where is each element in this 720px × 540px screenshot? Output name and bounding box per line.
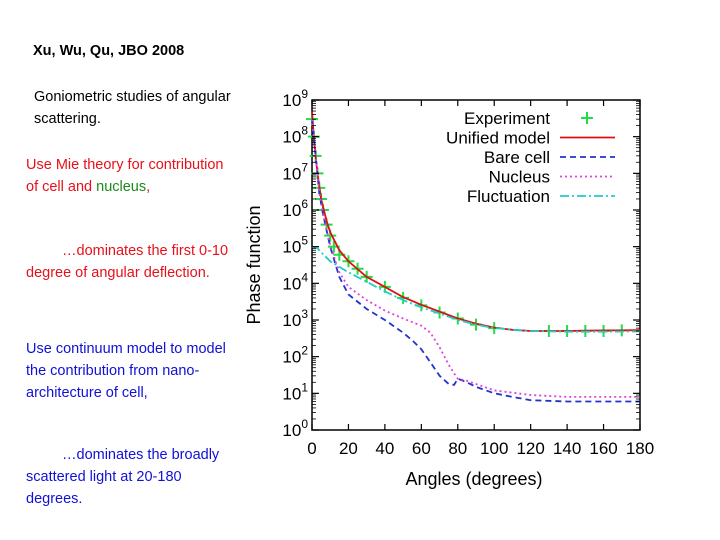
x-tick-label: 80 bbox=[448, 439, 467, 458]
legend-swatch-experiment bbox=[581, 112, 593, 124]
phase-function-chart: 0 20 40 60 80 100 120 140 160 180 100 101 102 103 104 1… bbox=[244, 88, 654, 489]
x-tick-label: 40 bbox=[375, 439, 394, 458]
y-tick-label: 106 bbox=[282, 197, 308, 220]
y-tick-label: 109 bbox=[282, 88, 308, 110]
x-tick-label: 120 bbox=[516, 439, 544, 458]
slide-title: Xu, Wu, Qu, JBO 2008 bbox=[33, 43, 185, 59]
mie-suffix: , bbox=[146, 179, 151, 195]
legend-label-nucleus: Nucleus bbox=[489, 168, 550, 187]
series-line-nucleus bbox=[311, 119, 640, 398]
y-tick-label: 102 bbox=[282, 344, 308, 367]
series-line-fluctuation bbox=[311, 245, 641, 333]
continuum-dominates-text: …dominates the broadly scattered light a… bbox=[26, 447, 220, 507]
legend-label-unified-model: Unified model bbox=[446, 129, 550, 148]
mie-theory-text: Use Mie theory for contribution of cell … bbox=[26, 154, 236, 198]
x-tick-label: 140 bbox=[553, 439, 581, 458]
x-tick-label: 160 bbox=[589, 439, 617, 458]
legend-label-fluctuation: Fluctuation bbox=[467, 187, 550, 206]
y-tick-label: 107 bbox=[282, 160, 308, 183]
legend-label-bare-cell: Bare cell bbox=[484, 148, 550, 167]
y-tick-label: 103 bbox=[282, 307, 308, 330]
y-tick-label: 108 bbox=[282, 124, 308, 147]
x-tick-label: 180 bbox=[626, 439, 654, 458]
series-line-bare-cell bbox=[311, 119, 640, 403]
plot-frame bbox=[311, 99, 641, 431]
mie-dominates-text: …dominates the first 0-10 degree of angu… bbox=[26, 243, 229, 281]
y-tick-label: 101 bbox=[282, 380, 308, 403]
y-tick-label: 105 bbox=[282, 234, 308, 257]
legend-label-experiment: Experiment bbox=[464, 109, 550, 128]
intro-text: Goniometric studies of angular scatterin… bbox=[34, 89, 231, 127]
mie-nucleus-word: nucleus bbox=[96, 179, 147, 195]
y-axis-label: Phase function bbox=[244, 205, 264, 324]
mie-prefix: Use Mie theory for contribution of cell … bbox=[26, 157, 224, 195]
x-tick-label: 0 bbox=[307, 439, 316, 458]
continuum-model-text: Use continuum model to model the contrib… bbox=[26, 341, 226, 401]
y-tick-label: 100 bbox=[282, 417, 308, 440]
x-tick-label: 20 bbox=[339, 439, 358, 458]
x-axis-label: Angles (degrees) bbox=[405, 469, 542, 489]
y-tick-label: 104 bbox=[282, 270, 308, 293]
x-tick-label: 100 bbox=[480, 439, 508, 458]
x-tick-label: 60 bbox=[412, 439, 431, 458]
